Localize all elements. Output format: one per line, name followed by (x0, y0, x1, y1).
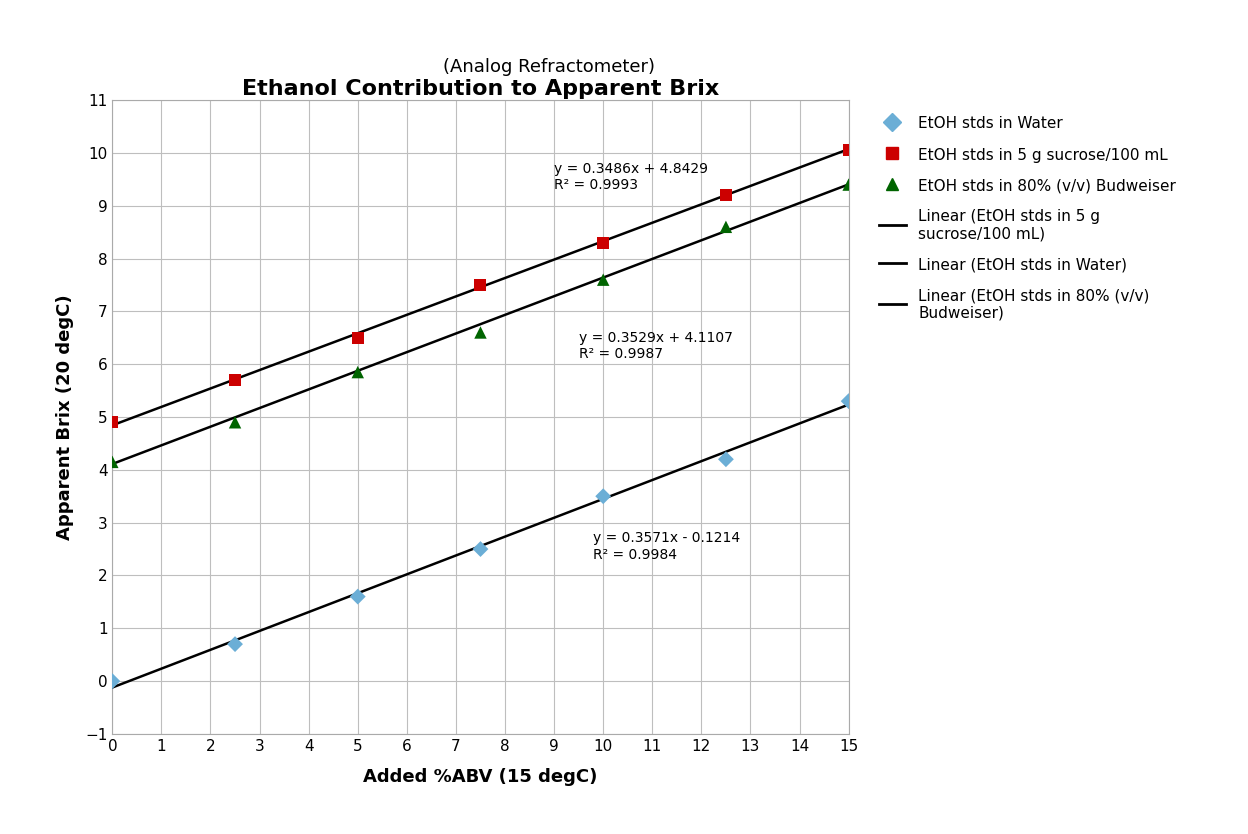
Point (102, 415, 122, 429)
Point (470, 326, 490, 339)
Point (348, 365, 368, 379)
Title: Ethanol Contribution to Apparent Brix: Ethanol Contribution to Apparent Brix (242, 78, 719, 98)
Point (225, 374, 245, 387)
Point (348, 331, 368, 344)
Point (716, 188, 736, 202)
Point (102, 675, 122, 688)
Point (470, 279, 490, 292)
Legend: EtOH stds in Water, EtOH stds in 5 g sucrose/100 mL, EtOH stds in 80% (v/v) Budw: EtOH stds in Water, EtOH stds in 5 g suc… (871, 108, 1184, 328)
Point (593, 490, 613, 503)
Point (716, 220, 736, 234)
Point (839, 178, 859, 191)
Point (348, 590, 368, 603)
Text: y = 0.3486x + 4.8429
R² = 0.9993: y = 0.3486x + 4.8429 R² = 0.9993 (554, 162, 708, 192)
X-axis label: Added %ABV (15 degC): Added %ABV (15 degC) (363, 767, 598, 786)
Text: y = 0.3529x + 4.1107
R² = 0.9987: y = 0.3529x + 4.1107 R² = 0.9987 (579, 330, 733, 361)
Point (593, 236, 613, 249)
Point (470, 542, 490, 555)
Text: y = 0.3571x - 0.1214
R² = 0.9984: y = 0.3571x - 0.1214 R² = 0.9984 (593, 531, 740, 561)
Text: (Analog Refractometer): (Analog Refractometer) (443, 58, 655, 77)
Point (839, 143, 859, 157)
Point (102, 455, 122, 469)
Point (593, 273, 613, 286)
Y-axis label: Apparent Brix (20 degC): Apparent Brix (20 degC) (56, 294, 74, 540)
Point (839, 394, 859, 408)
Point (225, 637, 245, 651)
Point (225, 415, 245, 429)
Point (716, 453, 736, 466)
